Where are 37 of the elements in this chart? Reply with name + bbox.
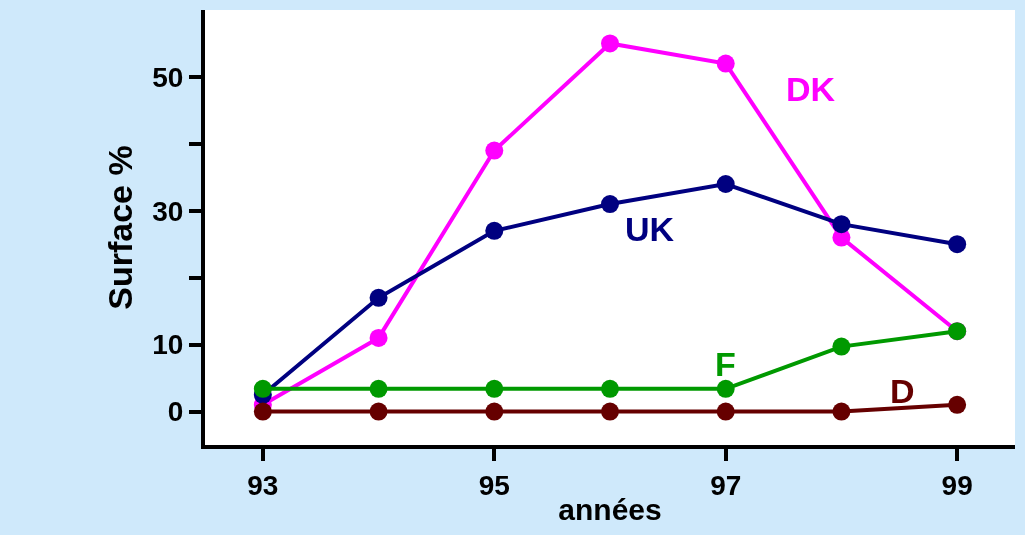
point [832, 337, 851, 356]
series-label: DK [786, 70, 836, 108]
point [369, 288, 388, 307]
point [948, 395, 967, 414]
point [832, 402, 851, 421]
point [948, 235, 967, 254]
series-label: F [715, 345, 736, 383]
point [716, 402, 735, 421]
point [369, 379, 388, 398]
point [485, 221, 504, 240]
point [369, 328, 388, 347]
y-axis-title: Surface % [101, 145, 140, 310]
y-tick-label: 0 [167, 396, 184, 428]
point [485, 141, 504, 160]
x-axis-title: années [558, 492, 662, 526]
point [485, 379, 504, 398]
point [716, 54, 735, 73]
series-label: UK [625, 210, 675, 248]
point [832, 215, 851, 234]
point [716, 175, 735, 193]
series-label: D [890, 372, 915, 410]
point [716, 379, 735, 398]
x-tick-label: 99 [941, 469, 973, 501]
point [601, 34, 619, 53]
point [601, 402, 619, 421]
x-tick-label: 95 [478, 469, 510, 501]
x-tick-label: 93 [247, 469, 279, 501]
y-tick-label: 10 [152, 329, 184, 361]
point [369, 402, 388, 421]
y-tick-label: 50 [152, 61, 184, 93]
point [601, 379, 619, 398]
point [253, 379, 272, 398]
point [485, 402, 504, 421]
point [253, 402, 272, 421]
point [601, 195, 619, 214]
x-tick-label: 97 [710, 469, 742, 501]
y-tick-label: 30 [152, 195, 184, 227]
